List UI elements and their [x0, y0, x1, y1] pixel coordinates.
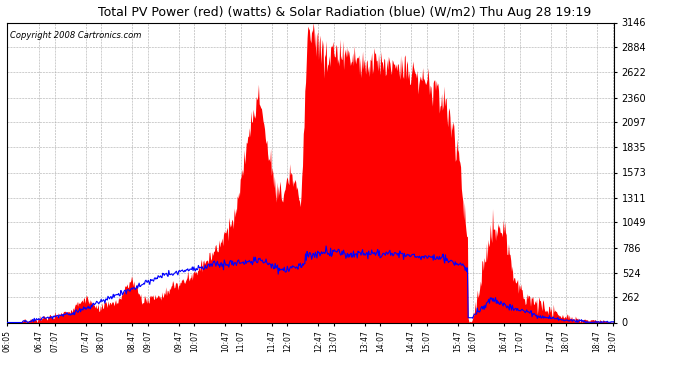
Text: Total PV Power (red) (watts) & Solar Radiation (blue) (W/m2) Thu Aug 28 19:19: Total PV Power (red) (watts) & Solar Rad…	[99, 6, 591, 19]
Text: Copyright 2008 Cartronics.com: Copyright 2008 Cartronics.com	[10, 32, 141, 40]
